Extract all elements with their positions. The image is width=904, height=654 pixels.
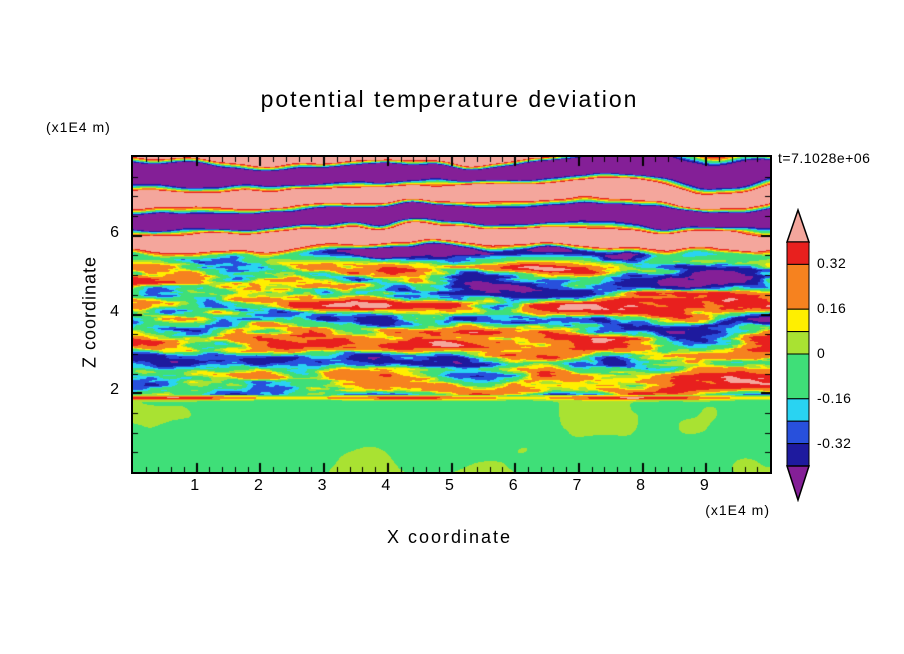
x-tick-label: 8 [636, 477, 646, 494]
colorbar-arrow-top [785, 208, 811, 243]
x-axis-unit: (x1E4 m) [705, 502, 770, 518]
x-tick-label: 3 [317, 477, 327, 494]
y-tick-label: 2 [110, 381, 119, 399]
colorbar-segment [786, 398, 810, 422]
colorbar-segment [786, 241, 810, 265]
page-title: potential temperature deviation [260, 86, 639, 112]
x-tick-label: 9 [699, 477, 709, 494]
colorbar-label: 0 [817, 345, 826, 361]
colorbar-segment [786, 263, 810, 310]
colorbar-segment [786, 331, 810, 355]
colorbar-segment [786, 353, 810, 400]
colorbar-segment [786, 308, 810, 333]
x-tick-label: 6 [508, 477, 518, 494]
heatmap-canvas [133, 157, 770, 472]
y-axis-unit: (x1E4 m) [46, 119, 111, 135]
colorbar-segment [786, 443, 810, 467]
y-tick-label: 6 [110, 223, 119, 241]
x-tick-label: 4 [381, 477, 391, 494]
x-axis-label: X coordinate [386, 527, 513, 547]
colorbar-label: 0.32 [817, 255, 847, 272]
x-tick-label: 1 [190, 477, 200, 494]
colorbar [785, 208, 811, 502]
colorbar-label: -0.32 [817, 434, 852, 451]
heatmap-plot [131, 155, 772, 474]
colorbar-arrow-bottom [785, 465, 811, 502]
x-tick-label: 2 [253, 477, 263, 494]
x-tick-label: 7 [572, 477, 582, 494]
y-tick-label: 4 [110, 302, 119, 320]
x-tick-label: 5 [445, 477, 454, 494]
colorbar-label: -0.16 [817, 389, 852, 406]
time-annotation: t=7.1028e+06 [778, 150, 871, 166]
colorbar-segment [786, 420, 810, 445]
colorbar-label: 0.16 [817, 300, 847, 317]
